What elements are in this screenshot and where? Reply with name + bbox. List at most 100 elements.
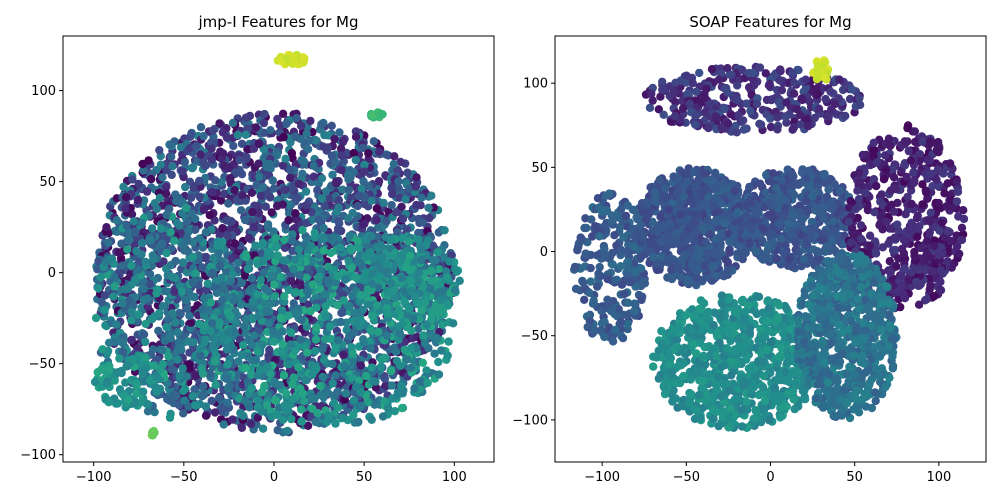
scatter-point	[165, 413, 175, 422]
scatter-point	[723, 264, 733, 274]
scatter-point	[257, 407, 266, 416]
scatter-point	[676, 272, 685, 282]
scatter-point	[328, 170, 337, 179]
scatter-point	[331, 344, 340, 354]
scatter-point	[155, 308, 164, 318]
scatter-point	[400, 287, 410, 297]
scatter-point	[178, 258, 188, 267]
scatter-point	[337, 165, 346, 175]
scatter-point	[326, 298, 335, 307]
scatter-point	[230, 186, 239, 195]
scatter-point	[261, 300, 271, 309]
scatter-point	[288, 394, 298, 404]
scatter-point	[206, 327, 215, 336]
scatter-point	[168, 272, 177, 282]
scatter-point	[431, 256, 440, 265]
scatter-point	[373, 232, 382, 241]
scatter-point	[411, 292, 420, 301]
scatter-point	[207, 144, 216, 153]
scatter-point	[273, 251, 282, 260]
scatter-point	[148, 251, 157, 260]
scatter-point	[311, 365, 320, 374]
scatter-point	[101, 321, 110, 330]
scatter-point	[262, 401, 272, 410]
scatter-point	[228, 118, 238, 128]
scatter-point	[191, 371, 201, 380]
scatter-point	[268, 176, 277, 185]
scatter-point	[751, 247, 761, 256]
scatter-point	[331, 419, 340, 428]
scatter-point	[664, 258, 673, 267]
scatter-point	[263, 362, 272, 372]
scatter-point	[394, 322, 403, 331]
scatter-point	[349, 148, 358, 158]
scatter-point	[112, 320, 121, 329]
scatter-point	[319, 235, 328, 244]
scatter-point	[347, 342, 356, 352]
scatter-point	[725, 237, 734, 246]
scatter-point	[278, 109, 288, 119]
scatter-point	[183, 217, 192, 226]
scatter-point	[372, 301, 382, 310]
scatter-point	[372, 216, 381, 225]
scatter-point	[341, 389, 350, 398]
scatter-point	[154, 326, 163, 335]
scatter-point	[321, 187, 331, 196]
scatter-point	[411, 182, 420, 191]
scatter-point	[371, 377, 380, 386]
scatter-point	[314, 215, 323, 224]
scatter-point	[201, 161, 210, 170]
scatter-point	[267, 271, 276, 280]
scatter-point	[661, 243, 671, 253]
scatter-point	[227, 254, 236, 263]
scatter-point	[367, 363, 376, 372]
scatter-point	[394, 305, 404, 314]
scatter-point	[384, 404, 393, 413]
scatter-point	[287, 149, 297, 158]
scatter-point	[406, 363, 415, 373]
scatter-point	[360, 167, 369, 176]
scatter-point	[711, 168, 720, 177]
scatter-point	[143, 294, 152, 303]
scatter-point	[228, 270, 237, 279]
scatter-point	[418, 218, 427, 227]
y-tick-label: 0	[48, 266, 56, 281]
scatter-point	[284, 311, 293, 320]
scatter-point	[270, 337, 279, 346]
scatter-point	[330, 134, 339, 144]
scatter-point	[648, 217, 657, 226]
scatter-point	[705, 230, 714, 239]
scatter-point	[178, 167, 187, 176]
scatter-point	[166, 334, 175, 343]
scatter-point	[693, 211, 702, 220]
scatter-point	[719, 272, 729, 281]
scatter-point	[410, 384, 419, 393]
scatter-point	[700, 200, 709, 210]
scatter-point	[382, 217, 391, 226]
scatter-point	[645, 208, 654, 218]
scatter-point	[156, 160, 165, 169]
scatter-point	[432, 307, 441, 316]
scatter-point	[121, 193, 131, 202]
scatter-point	[316, 381, 325, 390]
scatter-point	[656, 212, 665, 221]
scatter-point	[297, 155, 306, 165]
scatter-point	[137, 239, 147, 248]
scatter-point	[369, 137, 379, 146]
scatter-point	[242, 152, 251, 162]
scatter-point	[176, 309, 185, 318]
scatter-point	[351, 273, 361, 282]
scatter-point	[310, 346, 320, 356]
scatter-point	[408, 314, 418, 323]
scatter-point	[237, 423, 247, 432]
scatter-point	[288, 380, 297, 389]
scatter-point	[253, 413, 262, 422]
scatter-point	[271, 243, 280, 252]
scatter-point	[374, 327, 383, 336]
scatter-point	[393, 165, 402, 175]
scatter-point	[416, 244, 426, 254]
scatter-point	[339, 296, 348, 305]
scatter-point	[273, 114, 282, 124]
scatter-point	[414, 228, 423, 238]
scatter-point	[175, 371, 184, 380]
